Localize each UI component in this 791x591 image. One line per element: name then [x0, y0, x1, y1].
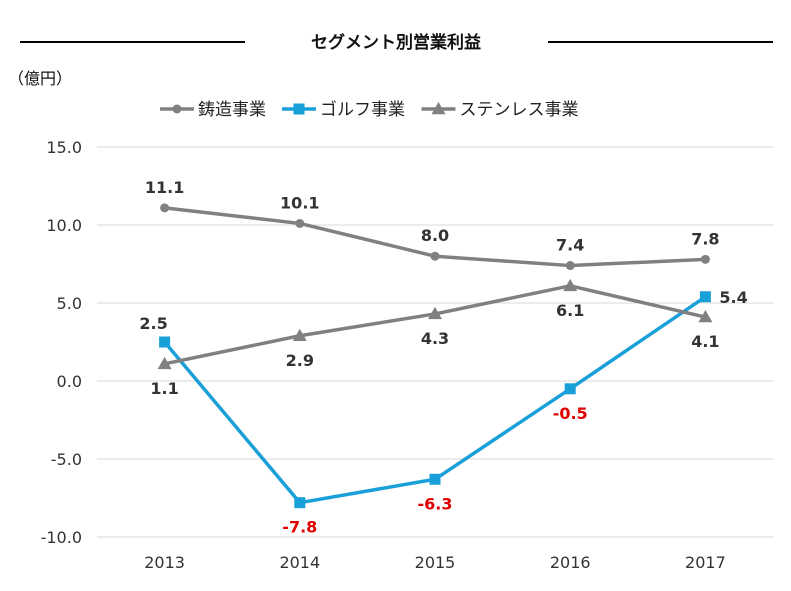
data-label: 5.4	[719, 288, 747, 307]
series-1-point	[700, 254, 710, 264]
series-3-point	[428, 306, 442, 320]
y-tick-label: 10.0	[46, 216, 82, 235]
data-label: 6.1	[556, 301, 584, 320]
x-tick-label: 2015	[415, 553, 456, 572]
data-label: 10.1	[280, 193, 319, 212]
data-label: 1.1	[150, 379, 178, 398]
series-2-point	[699, 291, 711, 303]
legend-label-2: ゴルフ事業	[320, 99, 405, 120]
series-1-point	[565, 261, 575, 271]
legend: 鋳造事業 ゴルフ事業 ステンレス事業	[160, 99, 579, 120]
gridlines	[97, 146, 773, 538]
data-label: 7.4	[556, 236, 584, 255]
legend-marker-1	[172, 104, 182, 114]
series-layer	[157, 203, 713, 509]
series-3-point	[157, 356, 172, 370]
x-tick-label: 2013	[144, 553, 185, 572]
data-label: 7.8	[691, 229, 719, 248]
y-tick-label: 15.0	[46, 138, 82, 157]
legend-label-1: 鋳造事業	[198, 100, 266, 120]
series-1-point	[295, 218, 305, 228]
series-2-point	[429, 473, 441, 485]
series-1-point	[160, 203, 170, 213]
series-line-2	[163, 295, 707, 505]
legend-label-3: ステンレス事業	[460, 100, 579, 120]
data-label: 2.9	[286, 351, 314, 370]
data-label: 4.1	[691, 332, 719, 351]
y-tick-label: -10.0	[41, 528, 82, 547]
series-2-point	[294, 497, 306, 509]
series-3-point	[292, 328, 307, 342]
chart-title: セグメント別営業利益	[311, 32, 481, 53]
data-label: -7.8	[282, 518, 317, 537]
series-3-point	[563, 278, 578, 292]
data-label: 11.1	[145, 178, 184, 197]
data-label: 2.5	[139, 314, 167, 333]
legend-marker-3	[431, 102, 446, 115]
data-label: -6.3	[418, 494, 453, 513]
y-tick-label: 5.0	[57, 294, 82, 313]
x-tick-label: 2017	[685, 553, 726, 572]
y-tick-label: -5.0	[51, 450, 82, 469]
legend-marker-2	[293, 103, 305, 115]
x-tick-label: 2014	[279, 553, 320, 572]
data-label: 8.0	[421, 226, 449, 245]
data-label: 4.3	[421, 329, 449, 348]
x-tick-label: 2016	[550, 553, 591, 572]
series-2-point	[159, 336, 171, 348]
data-label: -0.5	[553, 404, 588, 423]
x-axis: 2013 2014 2015 2016 2017	[144, 553, 726, 572]
y-tick-label: 0.0	[57, 372, 82, 391]
y-axis: 15.0 10.0 5.0 0.0 -5.0 -10.0	[41, 138, 82, 547]
unit-label: （億円）	[8, 69, 72, 88]
series-1-point	[430, 251, 440, 261]
data-labels-layer: 11.1 10.1 8.0 7.4 7.8 2.5 -7.8 -6.3 -0.5 5.4 1.1 2.…	[139, 178, 747, 537]
series-3-point	[698, 310, 713, 323]
series-2-point	[564, 383, 576, 395]
